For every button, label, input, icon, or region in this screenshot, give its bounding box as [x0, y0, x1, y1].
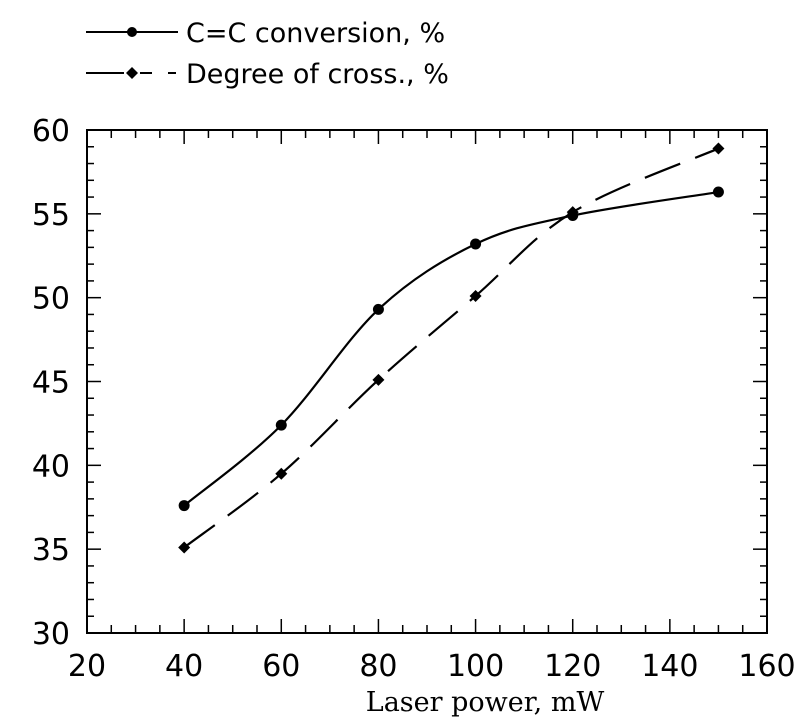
data-point-series-2: [712, 142, 725, 155]
x-tick-label: 80: [359, 649, 397, 684]
x-tick-label: 40: [165, 649, 203, 684]
x-tick-label: 160: [738, 649, 795, 684]
y-tick-label: 40: [32, 449, 70, 484]
data-point-series-1: [372, 303, 384, 315]
legend-marker-series-1: [127, 27, 137, 37]
y-tick-label: 55: [32, 198, 70, 233]
y-tick-label: 30: [32, 617, 70, 652]
y-tick-label: 60: [32, 114, 70, 149]
data-point-series-1: [712, 186, 724, 198]
tick-labels: 20 40 60 80 100 120 140 160 30 35 40 45 50 55 60: [32, 114, 796, 684]
tick-marks: [86, 129, 768, 634]
plot-frame: [86, 129, 768, 634]
x-tick-label: 140: [641, 649, 698, 684]
legend-marker-series-2: [126, 67, 138, 79]
series-line-1: [183, 190, 719, 507]
x-tick-label: 100: [447, 649, 504, 684]
data-point-series-2: [566, 206, 579, 219]
legend: C=C conversion, % Degree of cross., %: [86, 18, 449, 90]
data-point-series-1: [470, 238, 482, 250]
legend-label-series-1: C=C conversion, %: [186, 18, 445, 49]
series-curves: [183, 147, 719, 549]
series-line-2: [183, 147, 719, 549]
data-point-series-2: [372, 373, 385, 386]
series-markers: [178, 142, 725, 554]
data-point-series-1: [275, 419, 287, 431]
data-point-series-2: [275, 467, 288, 480]
y-tick-label: 45: [32, 366, 70, 401]
x-tick-label: 20: [68, 649, 106, 684]
data-point-series-2: [178, 541, 191, 554]
x-axis-title: Laser power, mW: [366, 687, 605, 718]
legend-label-series-2: Degree of cross., %: [186, 59, 449, 90]
y-tick-label: 50: [32, 282, 70, 317]
data-point-series-1: [178, 500, 190, 512]
y-tick-label: 35: [32, 533, 70, 568]
data-point-series-2: [469, 289, 482, 302]
x-tick-label: 120: [544, 649, 601, 684]
x-tick-label: 60: [262, 649, 300, 684]
